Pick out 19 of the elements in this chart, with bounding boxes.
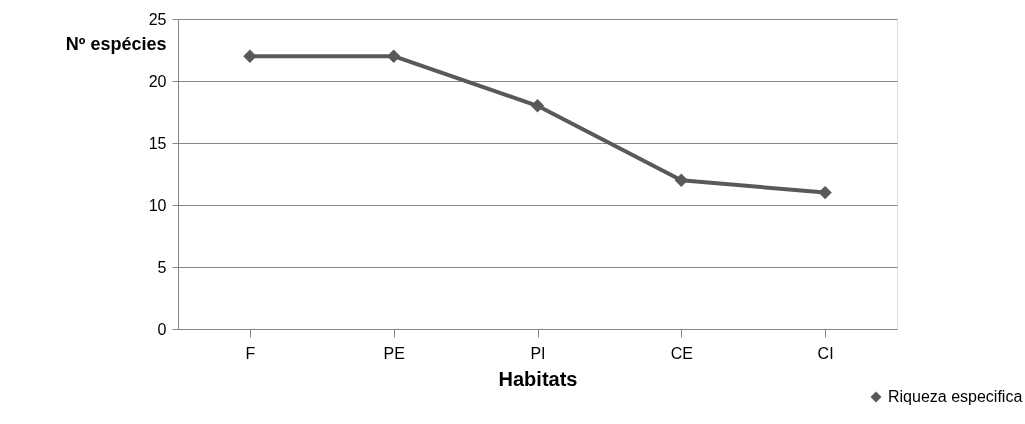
x-tick-label: CI: [817, 344, 834, 362]
point: [674, 173, 689, 187]
x-tick-label: CE: [670, 344, 693, 362]
point: [243, 49, 257, 63]
x-tick-label: PI: [530, 344, 546, 362]
point: [818, 185, 832, 200]
y-tick-label: 15: [148, 134, 167, 152]
x-tick-label: PE: [383, 344, 405, 362]
x-axis-title: Habitats: [498, 367, 578, 390]
y-axis-title: Nº espécies: [65, 33, 167, 54]
point: [386, 49, 401, 63]
y-tick-label: 0: [157, 320, 167, 338]
point: [530, 99, 545, 113]
legend-label: Riqueza especifica: [888, 388, 1023, 405]
y-tick-label: 10: [148, 196, 167, 214]
y-tick-label: 25: [148, 10, 167, 28]
y-tick-label: 20: [148, 72, 167, 90]
y-tick-label: 5: [157, 258, 167, 276]
x-tick-label: F: [245, 344, 256, 362]
